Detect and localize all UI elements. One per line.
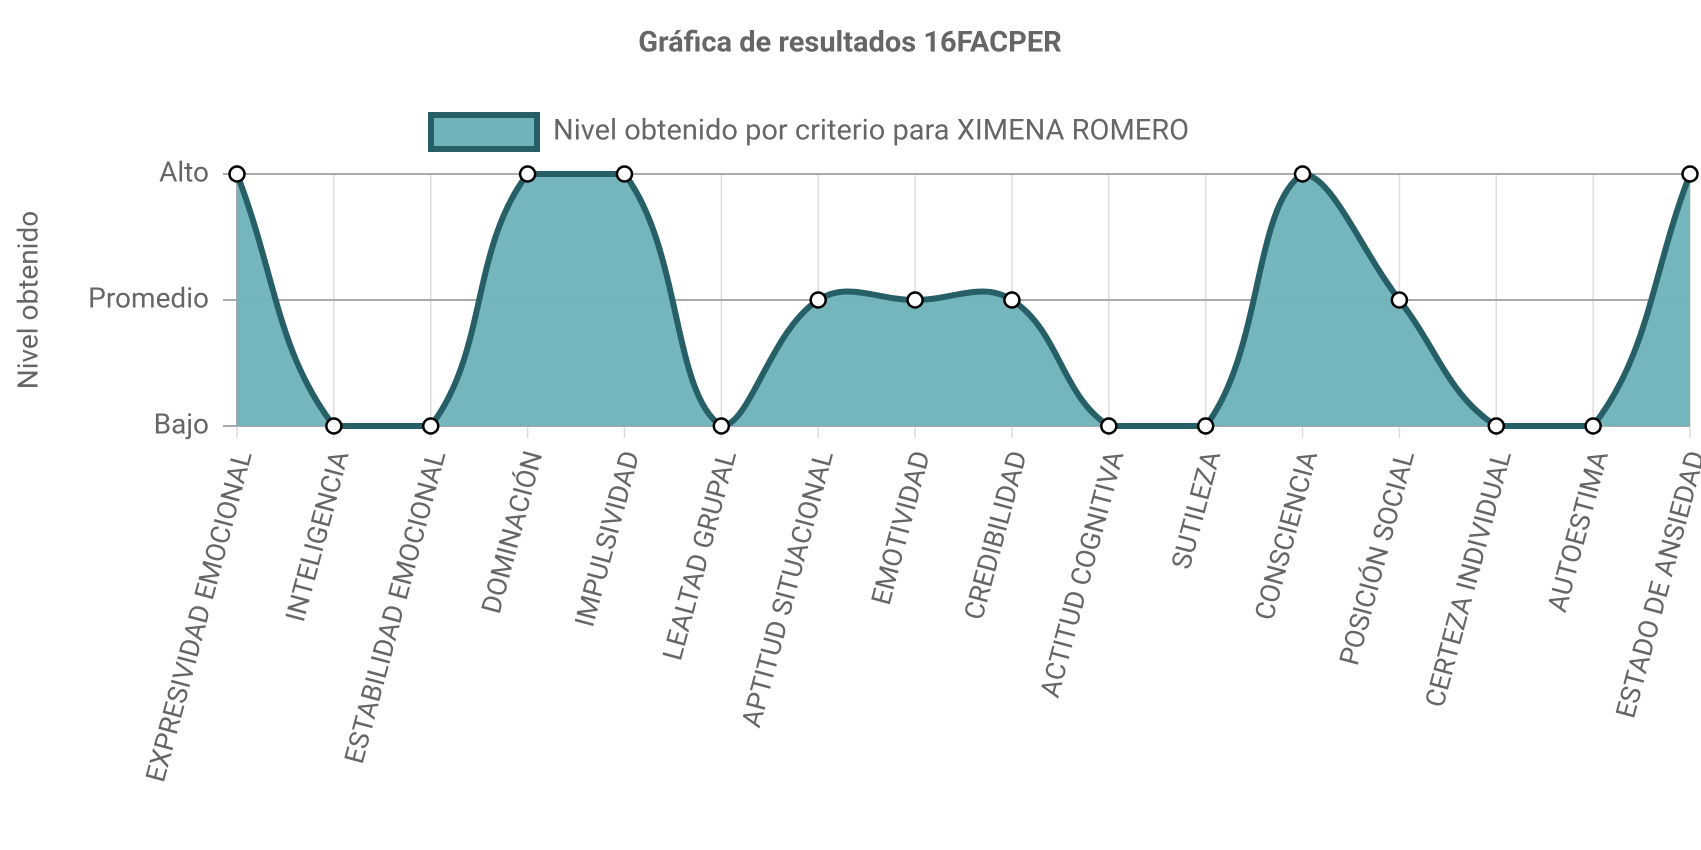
x-tick-label: INTELIGENCIA <box>279 447 355 625</box>
point <box>228 165 246 183</box>
point <box>1487 417 1506 435</box>
x-tick-label: POSICIÓN SOCIAL <box>1332 447 1421 668</box>
y-tick-label: Bajo <box>154 407 209 440</box>
point <box>1584 417 1602 435</box>
y-tick-label: Alto <box>159 155 209 188</box>
chart-title: Gráfica de resultados 16FACPER <box>638 26 1061 60</box>
x-tick-label: IMPULSIVIDAD <box>568 447 646 630</box>
x-tick-label: SUTILEZA <box>1165 447 1227 572</box>
x-tick-label: CONSCIENCIA <box>1248 447 1324 623</box>
legend-label: Nivel obtenido por criterio para XIMENA … <box>553 114 1189 148</box>
x-tick-label: AUTOESTIMA <box>1541 447 1615 615</box>
point <box>1003 291 1021 309</box>
x-tick-label: CREDIBILIDAD <box>958 447 1034 623</box>
x-tick-label: ACTITUD COGNITIVA <box>1034 447 1131 701</box>
y-tick-label: Promedio <box>88 281 209 314</box>
x-tick-label: DOMINACIÓN <box>474 447 549 617</box>
x-tick-label: EXPRESIVIDAD EMOCIONAL <box>139 447 258 785</box>
x-tick-label: LEALTAD GRUPAL <box>656 447 743 663</box>
point <box>421 417 440 435</box>
point <box>615 165 634 183</box>
y-axis-title: Nivel obtenido <box>11 211 44 390</box>
x-tick-label: ESTADO DE ANSIEDAD <box>1610 447 1701 721</box>
point <box>1681 165 1699 183</box>
point <box>1293 165 1312 183</box>
line <box>234 170 1693 430</box>
area <box>237 174 1690 426</box>
point <box>518 165 537 183</box>
point <box>1390 291 1409 309</box>
point <box>1100 417 1118 435</box>
x-tick-label: EMOTIVIDAD <box>865 447 937 608</box>
point <box>325 417 343 435</box>
point <box>712 417 731 435</box>
legend-swatch <box>428 112 540 152</box>
point <box>906 291 924 309</box>
x-tick-label: CERTEZA INDIVIDUAL <box>1419 447 1518 710</box>
x-tick-label: ESTABILIDAD EMOCIONAL <box>338 447 452 767</box>
point <box>1196 417 1215 435</box>
x-tick-label: APTITUD SITUACIONAL <box>735 447 840 730</box>
point <box>809 291 827 309</box>
